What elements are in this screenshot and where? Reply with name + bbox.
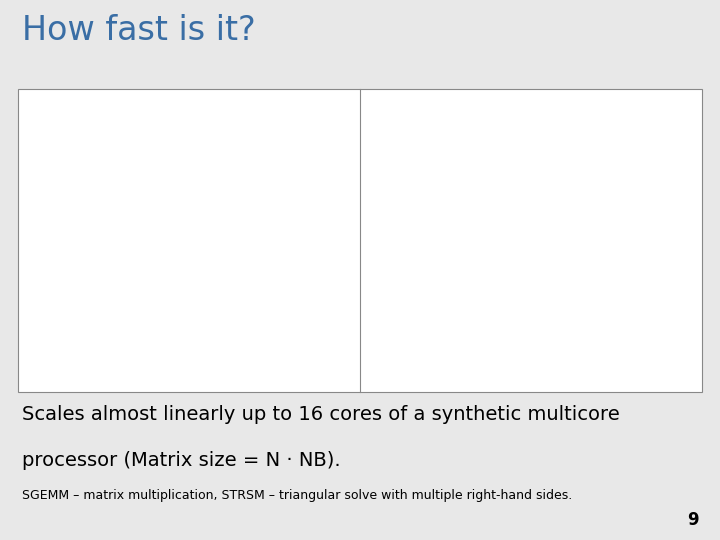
Text: How fast is it?: How fast is it? — [22, 14, 256, 46]
Legend: Linear speedup, Speedup for N = 16, Speedup for N = 12, Speedup for N = 8: Linear speedup, Speedup for N = 16, Spee… — [233, 308, 345, 357]
Y-axis label: S: S — [364, 224, 370, 233]
Text: 9: 9 — [687, 511, 698, 529]
Title: Speedup (sgemm): Speedup (sgemm) — [145, 90, 261, 103]
Text: processor (Matrix size = N · NB).: processor (Matrix size = N · NB). — [22, 451, 341, 470]
Y-axis label: S: S — [29, 224, 35, 233]
X-axis label: Comp. core count (cc): Comp. core count (cc) — [488, 381, 595, 391]
Text: Scales almost linearly up to 16 cores of a synthetic multicore: Scales almost linearly up to 16 cores of… — [22, 405, 619, 424]
Legend: Linear speedup, Speedup for N = 16, Speedup for N = 12, Speedup for N = 8: Linear speedup, Speedup for N = 16, Spee… — [575, 308, 687, 357]
Title: Speedup (strsm): Speedup (strsm) — [490, 90, 594, 103]
X-axis label: Comp. core count (cc): Comp. core count (cc) — [150, 381, 257, 391]
Text: SGEMM – matrix multiplication, STRSM – triangular solve with multiple right-hand: SGEMM – matrix multiplication, STRSM – t… — [22, 489, 572, 502]
